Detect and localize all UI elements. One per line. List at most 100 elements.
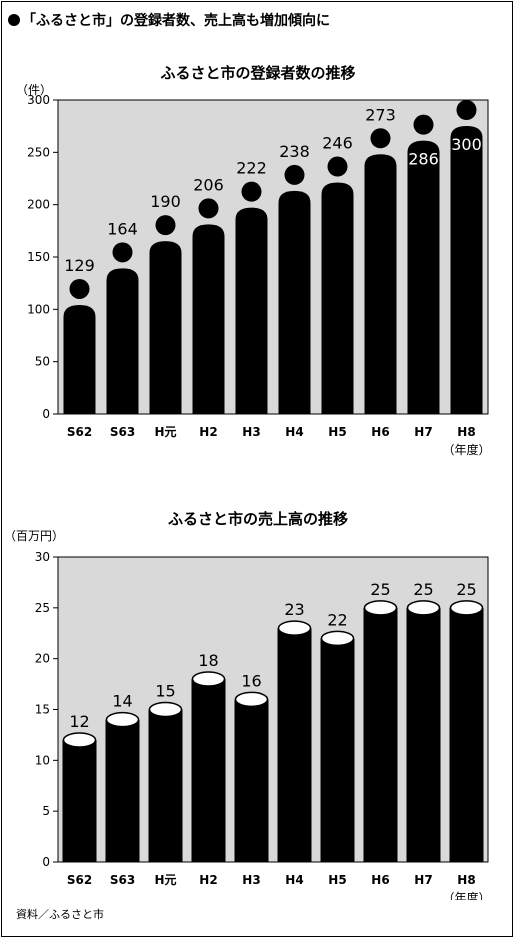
bar-cylinder-top <box>406 600 441 616</box>
bar-person-body <box>106 268 139 414</box>
y-tick-label: 200 <box>27 198 50 212</box>
x-tick-label: H7 <box>414 873 432 887</box>
bar-person-head <box>327 156 348 177</box>
bar-cylinder-top <box>148 701 183 718</box>
bar-cylinder-top <box>191 671 226 687</box>
data-label: 15 <box>155 682 175 701</box>
data-label: 14 <box>112 692 132 711</box>
x-tick-label: S62 <box>67 873 92 887</box>
data-label: 18 <box>198 651 218 670</box>
bar-person-body <box>63 304 96 414</box>
y-tick-label: 50 <box>35 355 50 369</box>
y-tick-label: 10 <box>35 753 50 767</box>
bar-cylinder-top <box>105 711 140 728</box>
bar-person-head <box>69 278 90 299</box>
x-axis-unit-label: （年度） <box>442 442 490 457</box>
bar-cylinder-body <box>234 699 269 862</box>
data-label: 238 <box>279 142 310 161</box>
bar-cylinder-body <box>105 719 140 862</box>
y-axis-unit-label: （百万円） <box>4 529 64 543</box>
data-label: 164 <box>107 219 138 238</box>
x-tick-label: H8 <box>457 873 475 887</box>
x-tick-label: H3 <box>242 425 260 439</box>
x-tick-label: H7 <box>414 425 432 439</box>
y-tick-label: 25 <box>35 601 50 615</box>
source-note: 資料／ふるさと市 <box>16 908 104 921</box>
bar-cylinder-body <box>320 638 355 862</box>
chart-title: ふるさと市の売上高の推移 <box>168 510 348 528</box>
bar-person-body <box>450 126 483 414</box>
bar-person-body <box>192 224 225 414</box>
x-tick-label: H6 <box>371 425 389 439</box>
y-tick-label: 100 <box>27 302 50 316</box>
y-tick-label: 5 <box>42 804 50 818</box>
data-label: 22 <box>327 610 347 629</box>
x-tick-label: H6 <box>371 873 389 887</box>
x-tick-label: H4 <box>285 425 303 439</box>
y-tick-label: 250 <box>27 145 50 159</box>
x-axis-unit-label: （年度） <box>442 890 490 900</box>
bar-person-body <box>235 207 268 414</box>
x-tick-label: H2 <box>199 873 217 887</box>
bar-person-body <box>407 140 440 415</box>
bar-cylinder-top <box>62 732 97 748</box>
x-tick-label: H5 <box>328 425 346 439</box>
data-label: 129 <box>64 256 95 275</box>
bar-person-head <box>370 128 391 149</box>
data-label: 222 <box>236 159 267 178</box>
x-tick-label: H元 <box>154 425 176 439</box>
x-tick-label: S62 <box>67 425 92 439</box>
bar-person-head <box>112 242 133 263</box>
bar-person-body <box>321 182 354 414</box>
bar-cylinder-body <box>277 628 312 862</box>
y-tick-label: 150 <box>27 250 50 264</box>
x-tick-label: H4 <box>285 873 303 887</box>
bar-cylinder-body <box>406 607 441 862</box>
y-tick-label: 0 <box>42 855 50 869</box>
data-label: 25 <box>370 580 390 599</box>
chart-title: ふるさと市の登録者数の推移 <box>160 64 355 82</box>
y-tick-label: 20 <box>35 652 50 666</box>
bar-cylinder-body <box>148 709 183 862</box>
data-label: 23 <box>284 600 304 619</box>
bar-cylinder-body <box>62 740 97 862</box>
bar-person-body <box>364 154 397 414</box>
data-label: 190 <box>150 192 181 211</box>
x-tick-label: H3 <box>242 873 260 887</box>
bar-cylinder-body <box>191 679 226 862</box>
bar-cylinder-top <box>320 630 355 647</box>
bar-cylinder-top <box>234 691 269 708</box>
bar-person-head <box>413 114 434 135</box>
data-label: 300 <box>451 135 482 154</box>
bar-person-body <box>149 241 182 414</box>
registrants-chart: ふるさと市の登録者数の推移 （件） 0 50 100 150 200 250 300 129 S62… <box>16 64 491 457</box>
bar-cylinder-body <box>449 607 484 862</box>
data-label: 16 <box>241 671 261 690</box>
y-tick-label: 300 <box>27 93 50 107</box>
bar-person-head <box>284 164 305 185</box>
data-label: 273 <box>365 105 396 124</box>
bar-cylinder-body <box>363 607 398 862</box>
x-tick-label: H2 <box>199 425 217 439</box>
x-tick-label: H8 <box>457 425 475 439</box>
bar-person-head <box>241 181 262 202</box>
y-tick-label: 30 <box>35 550 50 564</box>
sales-chart: ふるさと市の売上高の推移 （百万円） 0 5 10 15 20 25 30 12 S62 14 S63 1… <box>4 510 491 900</box>
bullet-dot-icon <box>8 14 20 26</box>
x-tick-label: S63 <box>110 873 135 887</box>
x-tick-label: H5 <box>328 873 346 887</box>
bar-cylinder-top <box>363 600 398 616</box>
bar-person-body <box>278 190 311 414</box>
y-tick-label: 0 <box>42 407 50 421</box>
y-tick-label: 15 <box>35 703 50 717</box>
data-label: 206 <box>193 175 224 194</box>
data-label: 12 <box>69 712 89 731</box>
data-label: 286 <box>408 150 439 169</box>
x-tick-label: H元 <box>154 873 176 887</box>
bar-person-head <box>155 215 176 236</box>
bar-cylinder-top <box>449 600 484 616</box>
bar-cylinder-top <box>277 620 312 636</box>
data-label: 246 <box>322 134 353 153</box>
data-label: 25 <box>413 580 433 599</box>
